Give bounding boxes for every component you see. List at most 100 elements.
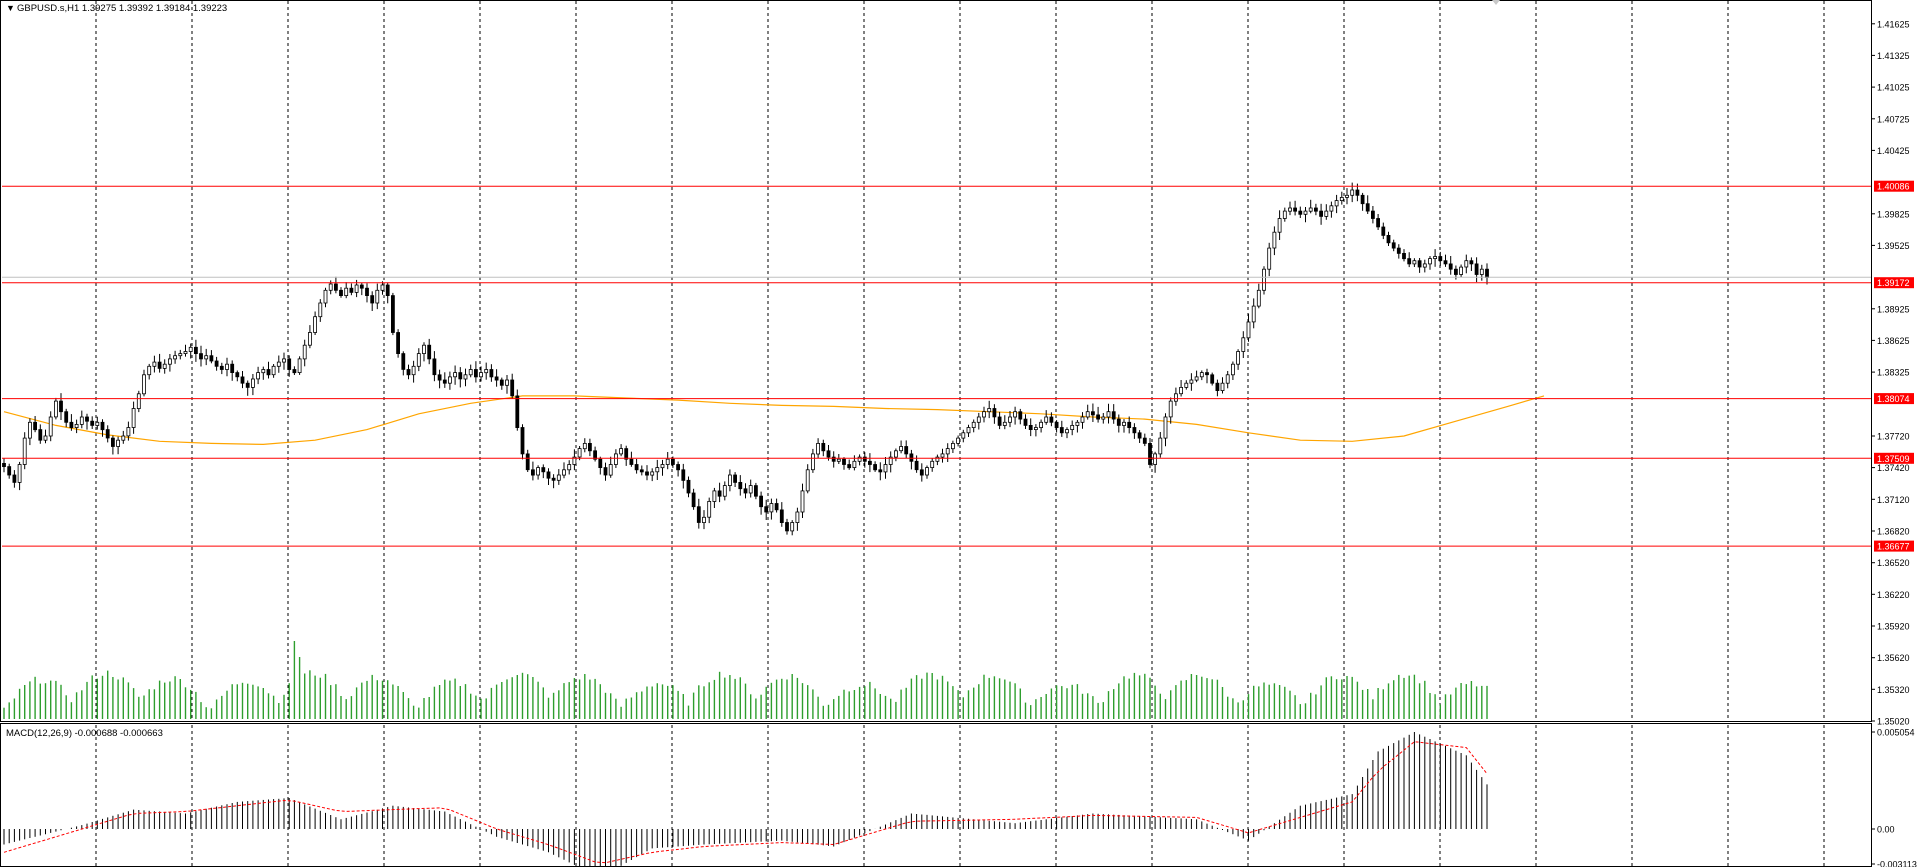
price-axis-label: 1.36820 [1877,527,1910,537]
candle-body [209,355,214,362]
candle-body [69,421,74,428]
grid-lines [95,1,1825,866]
candle-body [1288,207,1292,212]
candle-body [805,469,810,492]
price-axis-label: 1.35320 [1877,685,1910,695]
candle-body [971,421,976,428]
candle-body [546,471,551,479]
candle-body [1365,203,1370,212]
candle-body [1018,411,1023,420]
candle-body [219,365,224,370]
horizontal-levels[interactable]: 1.40086 1.39172 1.38074 1.37509 1.36677 [2,180,1914,552]
candle-body [1391,242,1396,249]
candle-body [769,503,774,513]
candle-body [826,450,831,458]
candle-body [593,450,597,460]
candle-body [85,416,89,422]
candle-body [1474,263,1479,275]
candle-body [1148,442,1152,465]
candle-body [1350,189,1355,196]
candle-body [945,448,950,455]
candle-body [188,346,193,352]
candle-body [894,450,898,458]
candle-body [686,479,691,494]
candle-body [339,289,343,296]
candle-body [489,369,494,378]
candle-body [717,490,722,497]
candle-body [282,358,286,363]
price-axis-label: 1.38925 [1877,304,1910,314]
candle-body [43,435,48,441]
candle-body [499,379,504,386]
candle-body [909,453,914,462]
candle-body [1282,210,1287,219]
candle-body [1303,210,1308,215]
candle-body [59,400,63,413]
candle-body [1111,411,1116,420]
candle-body [1412,260,1417,265]
candle-body [1386,234,1391,244]
candle-body [463,374,468,380]
price-level-label: 1.37509 [1877,454,1910,464]
price-level-tag [1874,540,1914,552]
candle-body [468,369,473,376]
symbol-ohlc-header: GBPUSD.s,H1 1.39275 1.39392 1.39184 1.39… [17,3,227,14]
candle-body [681,469,686,481]
candle-body [131,408,136,428]
price-axis-label: 1.39825 [1877,209,1910,219]
candle-body [250,378,255,388]
candle-body [1277,218,1282,233]
candle-body [556,474,561,481]
price-axis-label: 1.35020 [1877,717,1910,727]
candle-body [603,467,608,476]
candle-body [935,456,940,462]
candle-body [38,429,43,441]
candle-body [266,369,271,376]
candle-body [7,466,12,476]
chart-shift-marker-icon[interactable] [1492,0,1500,5]
candle-body [375,289,380,304]
candle-body [1246,321,1251,339]
candle-body [193,346,198,354]
candle-body [1272,231,1277,249]
price-level-label: 1.39172 [1877,278,1910,288]
candle-body [1422,263,1427,268]
price-axis-label: 1.38325 [1877,368,1910,378]
candle-body [142,374,146,395]
candle-body [287,358,292,370]
macd-axis-label: 0.005054 [1877,728,1915,738]
candle-body [712,490,717,502]
candle-body [645,471,649,476]
candle-body [1028,424,1033,430]
candle-body [1360,194,1365,205]
collapse-arrow-icon[interactable]: ▼ [6,3,15,13]
candle-body [1132,427,1137,434]
candle-body [925,467,929,476]
candle-body [614,453,618,465]
candle-body [1127,421,1132,428]
candle-body [54,400,58,418]
candle-body [1075,421,1080,426]
candle-body [2,462,6,467]
candle-body [577,448,582,458]
candle-body [349,287,354,293]
candle-body [1085,411,1090,418]
candle-body [1231,363,1235,376]
candle-body [365,287,369,297]
candle-body [385,284,390,297]
candle-body [1454,268,1458,275]
candle-body [442,379,447,384]
candle-body [1054,421,1059,428]
candle-body [914,460,919,471]
candle-body [1174,393,1178,402]
candle-body [1293,207,1297,212]
candle-body [157,361,162,369]
candle-body [479,372,483,378]
candle-body [1262,268,1266,291]
candle-body [344,287,349,297]
candle-body [406,369,411,376]
candle-body [624,448,629,460]
candle-body [1464,260,1469,268]
candle-body [323,289,328,304]
